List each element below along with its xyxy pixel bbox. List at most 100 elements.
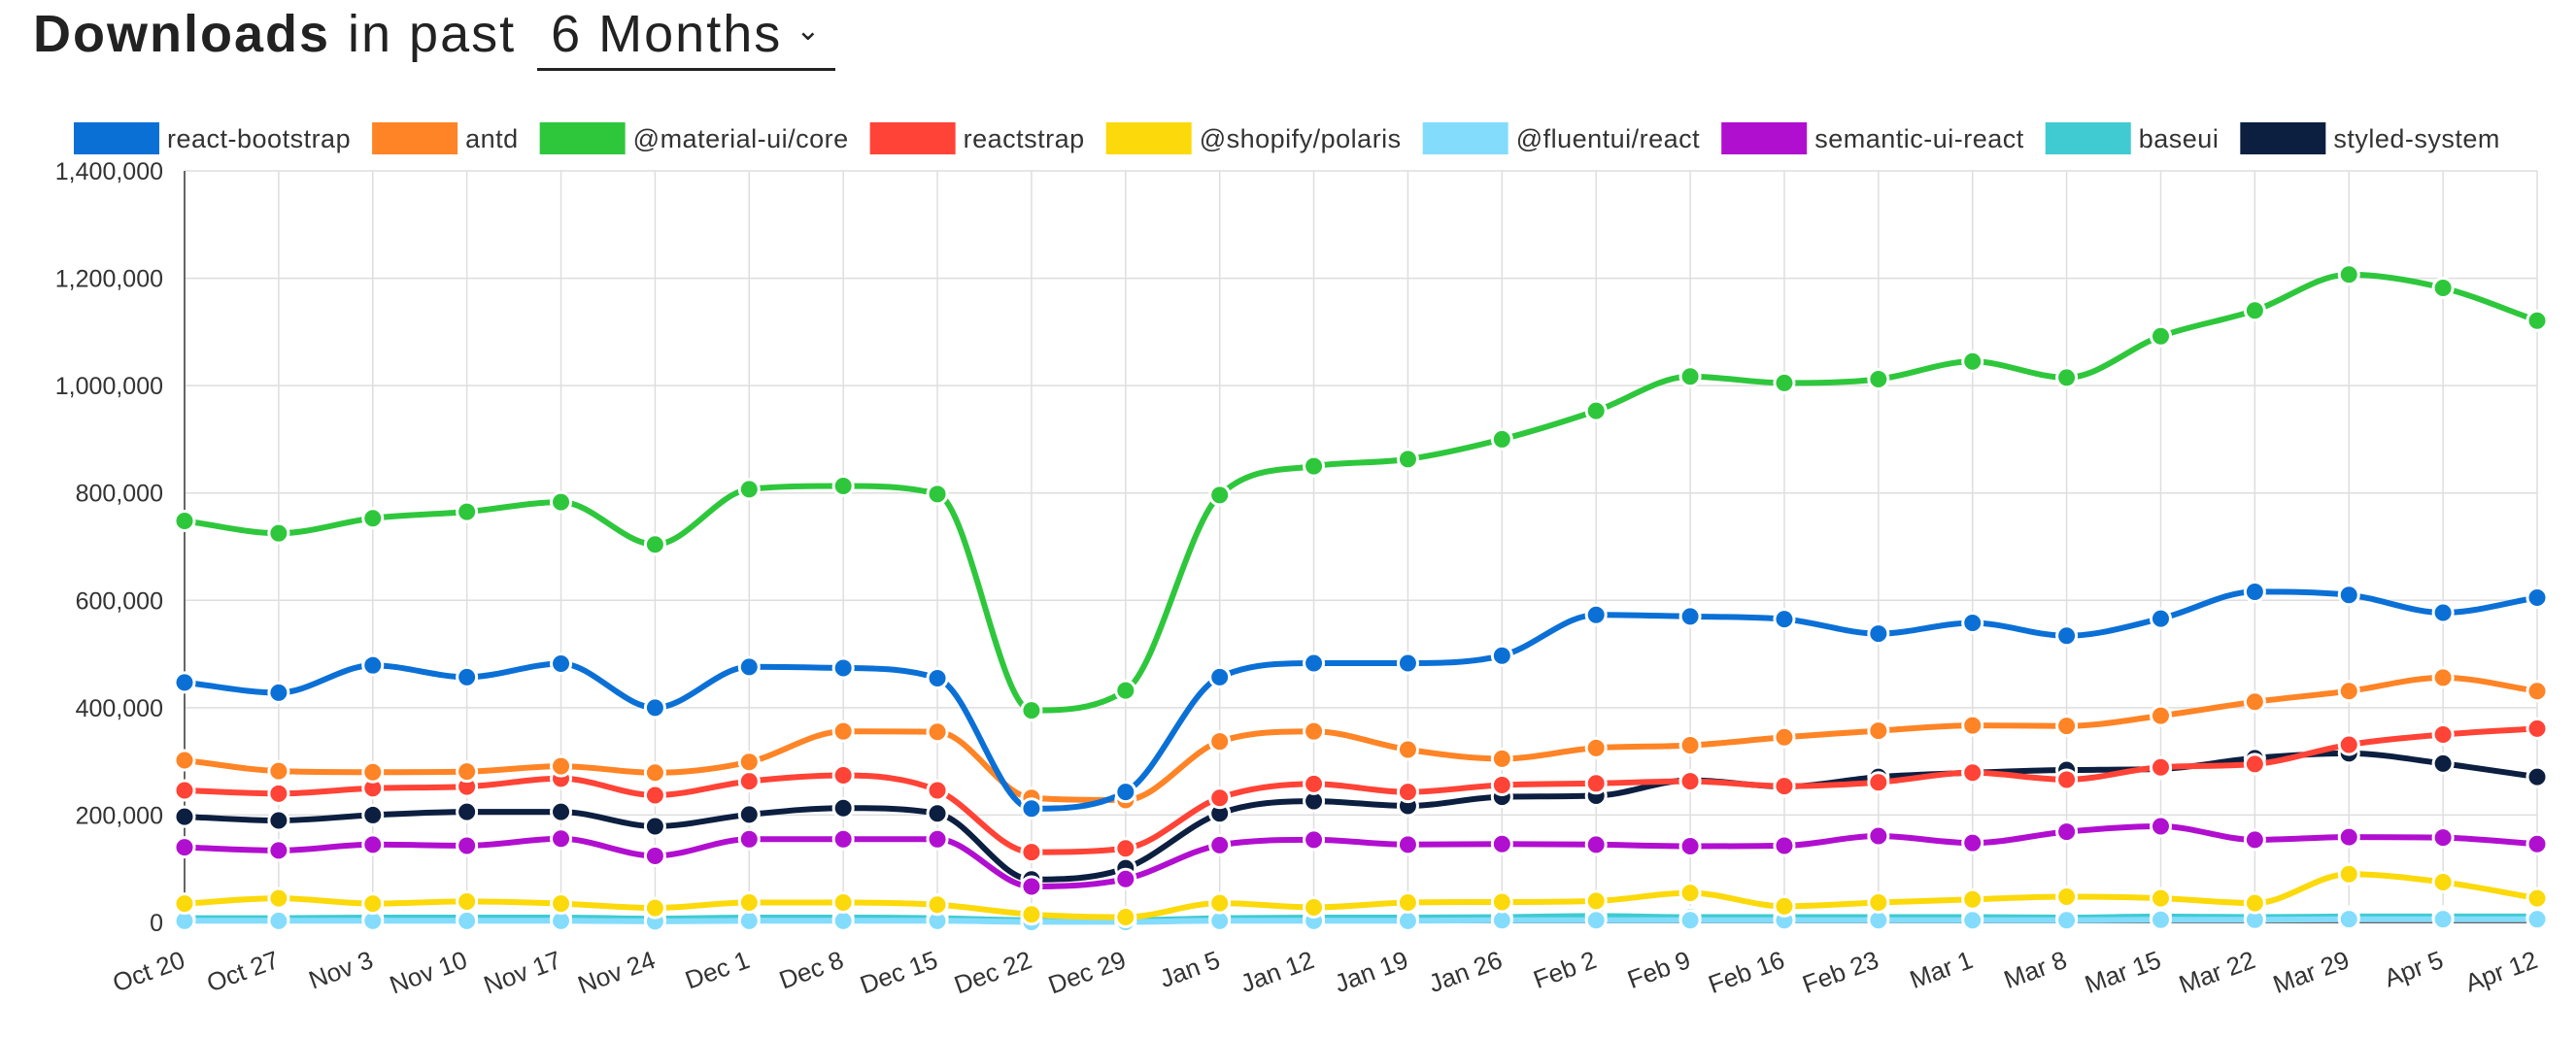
data-point-antd xyxy=(737,751,761,774)
y-tick-label: 1,400,000 xyxy=(55,158,163,185)
data-point-material-ui-core xyxy=(1303,454,1326,478)
legend-item-semantic-ui-react: semantic-ui-react xyxy=(1721,122,2024,154)
data-point-fluentui-react xyxy=(267,909,290,932)
data-point-semantic-ui-react xyxy=(1114,867,1137,890)
data-point-material-ui-core xyxy=(1114,679,1137,702)
x-tick-label: Jan 12 xyxy=(1237,945,1318,998)
x-tick-label: Feb 9 xyxy=(1623,945,1694,994)
data-point-fluentui-react xyxy=(456,909,479,932)
x-tick-label: Jan 5 xyxy=(1156,945,1224,993)
data-point-reactstrap xyxy=(2431,723,2455,746)
data-point-styled-system xyxy=(456,800,479,823)
data-point-fluentui-react xyxy=(2149,908,2172,931)
data-point-styled-system xyxy=(361,803,385,826)
legend-label: baseui xyxy=(2139,124,2220,153)
legend-swatch xyxy=(1105,122,1192,154)
data-point-semantic-ui-react xyxy=(456,834,479,857)
x-tick-label: Jan 26 xyxy=(1425,945,1507,998)
chart-header: Downloads in past 6 Months ⌄ xyxy=(33,4,836,72)
x-tick-label: Mar 29 xyxy=(2269,945,2353,999)
chart-legend: react-bootstrap antd @material-ui/core reac… xyxy=(74,122,2499,154)
data-point-semantic-ui-react xyxy=(2431,826,2455,850)
data-point-antd xyxy=(1867,719,1890,743)
data-point-shopify-polaris xyxy=(2337,862,2360,886)
data-point-semantic-ui-react xyxy=(267,839,290,862)
data-point-fluentui-react xyxy=(737,909,761,932)
data-point-material-ui-core xyxy=(643,533,666,556)
data-point-react-bootstrap xyxy=(2431,601,2455,624)
data-point-semantic-ui-react xyxy=(2525,832,2549,855)
legend-swatch xyxy=(1422,122,1508,154)
x-tick-label: Dec 29 xyxy=(1044,945,1130,999)
data-point-semantic-ui-react xyxy=(2243,828,2266,852)
data-point-shopify-polaris xyxy=(550,892,573,916)
data-point-react-bootstrap xyxy=(1020,797,1043,820)
data-point-shopify-polaris xyxy=(831,891,855,915)
data-point-antd xyxy=(2431,666,2455,689)
data-point-antd xyxy=(550,754,573,778)
legend-label: react-bootstrap xyxy=(167,124,351,153)
legend-swatch xyxy=(539,122,626,154)
data-point-styled-system xyxy=(643,815,666,838)
x-tick-label: Mar 1 xyxy=(1906,945,1977,994)
x-tick-label: Nov 17 xyxy=(480,945,565,999)
data-point-material-ui-core xyxy=(1396,448,1419,471)
data-point-material-ui-core xyxy=(2055,366,2079,389)
data-point-react-bootstrap xyxy=(1584,603,1608,626)
data-point-styled-system xyxy=(926,802,949,825)
data-point-semantic-ui-react xyxy=(2149,815,2172,838)
x-tick-label: Mar 8 xyxy=(2000,945,2071,994)
series-line-semantic-ui-react xyxy=(182,823,2540,889)
data-point-shopify-polaris xyxy=(1773,894,1796,918)
x-tick-label: Oct 20 xyxy=(109,945,188,997)
data-point-material-ui-core xyxy=(2337,263,2360,286)
data-point-shopify-polaris xyxy=(1396,891,1419,915)
chart-axes: 0 200,000 400,000 600,000 800,000 1,000,000 1,… xyxy=(55,158,2541,999)
data-point-antd xyxy=(1773,725,1796,749)
data-point-shopify-polaris xyxy=(1303,896,1326,920)
data-point-antd xyxy=(456,760,479,784)
data-point-semantic-ui-react xyxy=(173,836,196,859)
data-point-antd xyxy=(2055,715,2079,738)
data-point-styled-system xyxy=(831,796,855,820)
x-tick-label: Nov 10 xyxy=(386,945,471,999)
data-point-antd xyxy=(1490,747,1513,770)
data-point-fluentui-react xyxy=(1678,909,1702,932)
data-point-react-bootstrap xyxy=(643,696,666,719)
legend-item-shopify-polaris: @shopify/polaris xyxy=(1105,122,1401,154)
data-point-react-bootstrap xyxy=(2337,584,2360,607)
data-point-semantic-ui-react xyxy=(1678,834,1702,857)
y-tick-label: 400,000 xyxy=(76,695,163,722)
data-point-reactstrap xyxy=(1773,775,1796,798)
data-point-reactstrap xyxy=(643,784,666,807)
data-point-shopify-polaris xyxy=(2431,871,2455,894)
data-point-antd xyxy=(1961,714,1984,737)
data-point-shopify-polaris xyxy=(456,889,479,913)
legend-label: semantic-ui-react xyxy=(1814,124,2024,153)
legend-item-material-ui-core: @material-ui/core xyxy=(539,122,848,154)
data-point-antd xyxy=(1303,719,1326,743)
period-dropdown[interactable]: 6 Months ⌄ xyxy=(537,4,836,71)
legend-item-fluentui-react: @fluentui/react xyxy=(1422,122,1700,154)
data-point-fluentui-react xyxy=(831,909,855,932)
data-point-react-bootstrap xyxy=(2243,580,2266,603)
data-point-shopify-polaris xyxy=(173,892,196,916)
data-point-reactstrap xyxy=(1867,771,1890,794)
data-point-semantic-ui-react xyxy=(1396,833,1419,856)
x-tick-label: Mar 15 xyxy=(2081,945,2164,999)
data-point-fluentui-react xyxy=(2337,908,2360,931)
data-point-shopify-polaris xyxy=(1114,905,1137,928)
chart-points xyxy=(173,263,2549,933)
data-point-reactstrap xyxy=(1303,772,1326,795)
data-point-styled-system xyxy=(737,803,761,826)
data-point-react-bootstrap xyxy=(456,665,479,688)
data-point-shopify-polaris xyxy=(361,892,385,916)
data-point-semantic-ui-react xyxy=(550,827,573,851)
data-point-reactstrap xyxy=(1114,837,1137,860)
legend-item-react-bootstrap: react-bootstrap xyxy=(74,122,351,154)
data-point-react-bootstrap xyxy=(1867,622,1890,646)
x-tick-label: Apr 12 xyxy=(2461,945,2541,997)
data-point-antd xyxy=(1584,736,1608,759)
data-point-material-ui-core xyxy=(550,490,573,514)
